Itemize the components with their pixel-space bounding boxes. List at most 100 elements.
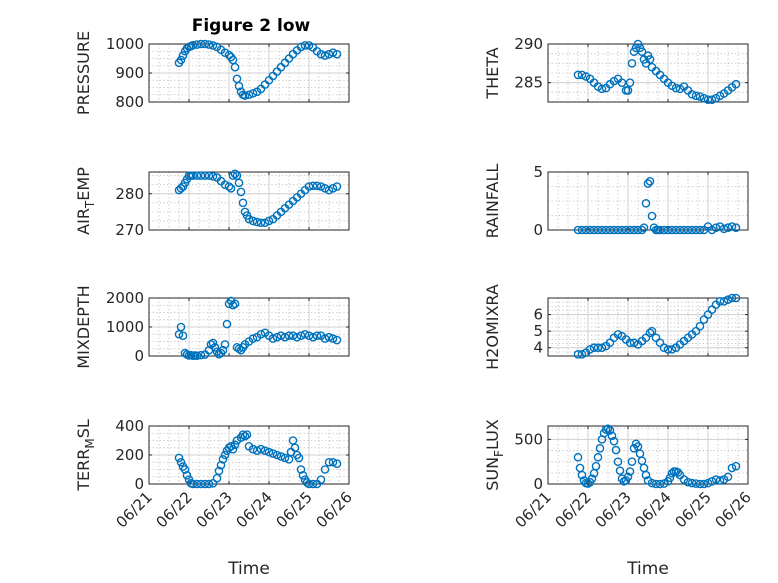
- data-point: [613, 457, 623, 466]
- y-tick-label: 280: [115, 185, 144, 203]
- data-point: [324, 185, 334, 195]
- data-point: [298, 470, 308, 480]
- data-point: [316, 49, 326, 59]
- data-point: [264, 216, 274, 226]
- y-tick-label: 5: [533, 322, 543, 340]
- data-point: [332, 49, 342, 59]
- data-point: [192, 171, 202, 180]
- data-point: [695, 225, 705, 235]
- data-point: [715, 297, 725, 306]
- data-point: [577, 470, 587, 480]
- data-point: [196, 39, 206, 49]
- data-point: [218, 455, 228, 464]
- figure-title: Figure 2 low: [192, 16, 311, 36]
- y-tick-label: 800: [115, 93, 144, 111]
- axes-box: [547, 171, 749, 231]
- data-point: [617, 225, 627, 235]
- data-point: [188, 479, 198, 489]
- y-axis-label: MIXDEPTH: [74, 285, 93, 368]
- data-point: [268, 334, 278, 343]
- y-axis-label-main: SUN: [483, 457, 502, 491]
- data-point: [723, 472, 733, 482]
- y-tick-label: 2000: [106, 289, 144, 307]
- y-axis-label: H2OMIXRA: [483, 284, 502, 370]
- subplot-7: 0 200 400 TERRMSL 06/2106/2206/2306/2406/250…: [74, 417, 356, 579]
- data-point: [731, 461, 741, 471]
- data-point: [234, 81, 244, 91]
- data-point: [308, 181, 318, 191]
- subplot-5: 0 1000 2000 MIXDEPTH: [74, 285, 350, 369]
- axes-box: [148, 171, 350, 231]
- data-point: [585, 225, 595, 235]
- data-point: [731, 223, 741, 232]
- data-point: [276, 331, 286, 341]
- data-point: [615, 466, 625, 475]
- data-point: [248, 444, 258, 454]
- data-point: [593, 343, 603, 353]
- data-point: [667, 345, 677, 354]
- data-point: [238, 430, 248, 440]
- data-point: [296, 331, 306, 341]
- axes-box: [547, 297, 749, 357]
- data-point: [597, 225, 607, 235]
- data-point: [683, 225, 693, 235]
- data-point: [192, 351, 202, 361]
- data-point: [647, 478, 657, 488]
- data-point: [665, 473, 675, 483]
- data-point: [180, 465, 190, 474]
- x-tick-label: 06/22: [552, 488, 595, 531]
- y-axis-label-main: AIR: [74, 208, 93, 235]
- data-point: [204, 171, 214, 180]
- data-point: [214, 466, 224, 476]
- data-point: [328, 457, 338, 467]
- data-point: [188, 40, 198, 50]
- data-point: [178, 51, 188, 60]
- data-point: [623, 86, 633, 95]
- data-point: [244, 214, 254, 224]
- data-point: [589, 343, 599, 353]
- y-axis-label-tail: EMP: [74, 167, 93, 201]
- data-point: [645, 176, 655, 186]
- data-point: [200, 171, 210, 180]
- data-point: [208, 338, 218, 348]
- subplot-8: 0 500 SUNFLUX 06/2106/2206/2306/2406/2506/2…: [483, 419, 755, 579]
- data-point: [629, 225, 639, 235]
- data-point: [609, 436, 619, 446]
- data-point: [304, 479, 314, 489]
- data-point: [240, 431, 250, 441]
- data-point: [320, 51, 330, 60]
- data-point: [621, 225, 631, 235]
- data-point: [300, 329, 310, 339]
- data-point: [328, 334, 338, 343]
- data-point: [655, 479, 665, 489]
- data-point: [320, 184, 330, 193]
- data-point: [611, 445, 621, 455]
- data-point: [300, 41, 310, 50]
- data-point: [248, 89, 258, 98]
- y-axis-label-subscript: F: [492, 450, 506, 457]
- data-point: [296, 42, 306, 52]
- data-point: [256, 218, 266, 228]
- data-point: [699, 93, 709, 103]
- data-point: [176, 55, 186, 65]
- data-point: [715, 476, 725, 485]
- x-tick-label: 06/24: [632, 488, 675, 531]
- data-point: [230, 440, 240, 450]
- x-tick-label: 06/22: [153, 488, 196, 531]
- data-point: [711, 223, 721, 232]
- data-point: [655, 225, 665, 235]
- data-point: [200, 39, 210, 49]
- data-point: [210, 342, 220, 352]
- data-point: [687, 89, 697, 99]
- data-point: [252, 217, 262, 227]
- data-point: [238, 198, 248, 208]
- series-points: [174, 430, 342, 489]
- y-axis-label: THETA: [483, 47, 502, 99]
- data-point: [332, 182, 342, 191]
- y-tick-label: 0: [533, 221, 543, 239]
- data-point: [196, 171, 206, 180]
- y-axis-label-subscript: T: [83, 200, 97, 209]
- data-point: [218, 345, 228, 355]
- data-point: [320, 334, 330, 343]
- data-point: [731, 293, 741, 303]
